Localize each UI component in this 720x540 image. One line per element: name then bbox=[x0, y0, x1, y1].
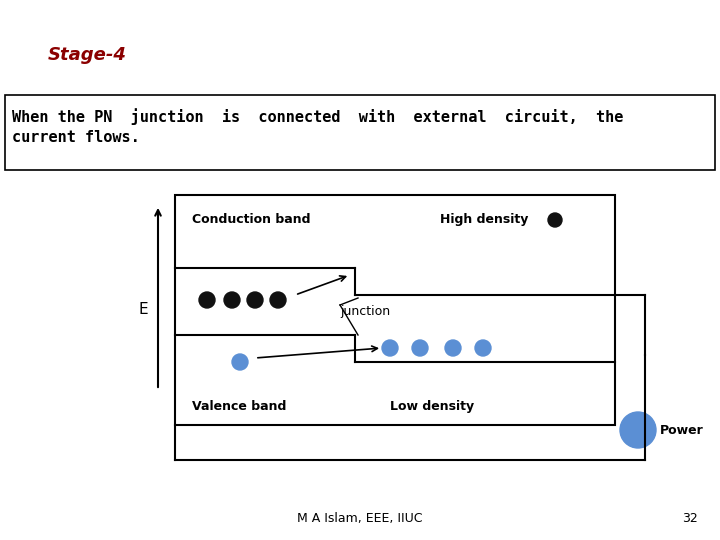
Circle shape bbox=[412, 340, 428, 356]
Circle shape bbox=[232, 354, 248, 370]
Circle shape bbox=[270, 292, 286, 308]
Circle shape bbox=[199, 292, 215, 308]
Text: 32: 32 bbox=[682, 512, 698, 525]
Text: Stage-4: Stage-4 bbox=[48, 46, 127, 64]
Circle shape bbox=[475, 340, 491, 356]
Text: Valence band: Valence band bbox=[192, 400, 287, 413]
Text: junction: junction bbox=[340, 305, 390, 318]
Text: E: E bbox=[138, 302, 148, 318]
Bar bbox=[175, 195, 615, 425]
Circle shape bbox=[224, 292, 240, 308]
Text: Conduction band: Conduction band bbox=[192, 213, 310, 226]
Circle shape bbox=[548, 213, 562, 227]
Text: High density: High density bbox=[440, 213, 528, 226]
Text: M A Islam, EEE, IIUC: M A Islam, EEE, IIUC bbox=[297, 512, 423, 525]
Circle shape bbox=[445, 340, 461, 356]
Text: current flows.: current flows. bbox=[12, 130, 140, 145]
Bar bbox=[5, 95, 715, 170]
Circle shape bbox=[382, 340, 398, 356]
Text: Power: Power bbox=[660, 423, 703, 436]
Text: When the PN  junction  is  connected  with  external  circuit,  the: When the PN junction is connected with e… bbox=[12, 108, 624, 125]
Circle shape bbox=[620, 412, 656, 448]
Circle shape bbox=[247, 292, 263, 308]
Text: Low density: Low density bbox=[390, 400, 474, 413]
